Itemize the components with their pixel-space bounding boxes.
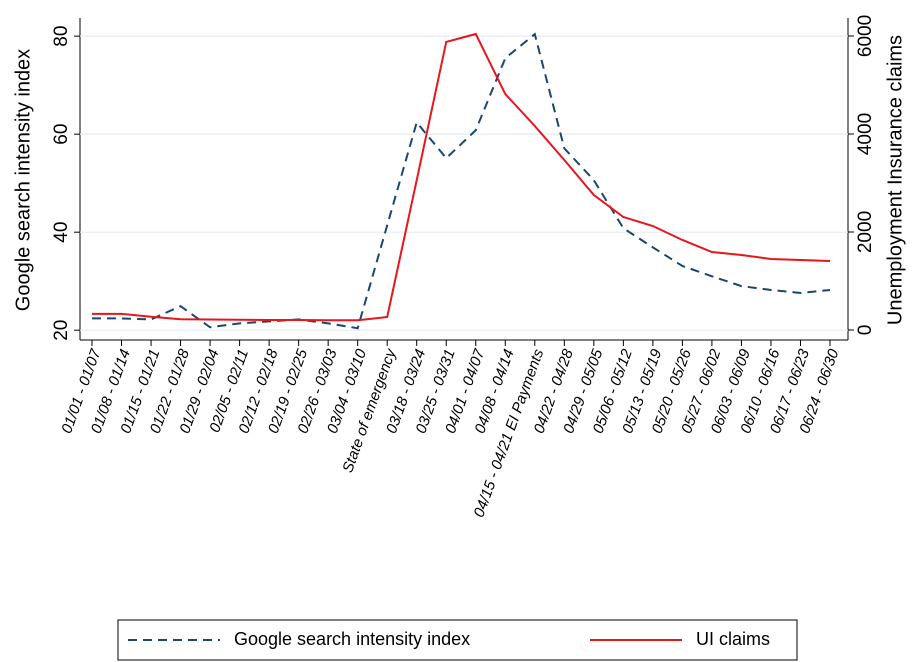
y-axis-title: Google search intensity index <box>12 49 34 311</box>
y-tick-label: 20 <box>51 320 72 341</box>
y2-tick-label: 6000 <box>855 15 876 57</box>
legend-box <box>117 619 798 661</box>
legend-label: UI claims <box>696 629 770 649</box>
y2-tick-label: 4000 <box>855 113 876 155</box>
y-tick-label: 60 <box>51 124 72 145</box>
y2-axis-title: Unemployment Insurance claims <box>884 35 906 325</box>
series-line <box>92 32 831 322</box>
y2-tick-label: 0 <box>855 325 876 336</box>
series-line <box>92 32 831 330</box>
y-tick-label: 40 <box>51 222 72 243</box>
y2-tick-label: 2000 <box>855 211 876 253</box>
legend-label: Google search intensity index <box>234 629 470 649</box>
y-tick-label: 80 <box>51 26 72 47</box>
